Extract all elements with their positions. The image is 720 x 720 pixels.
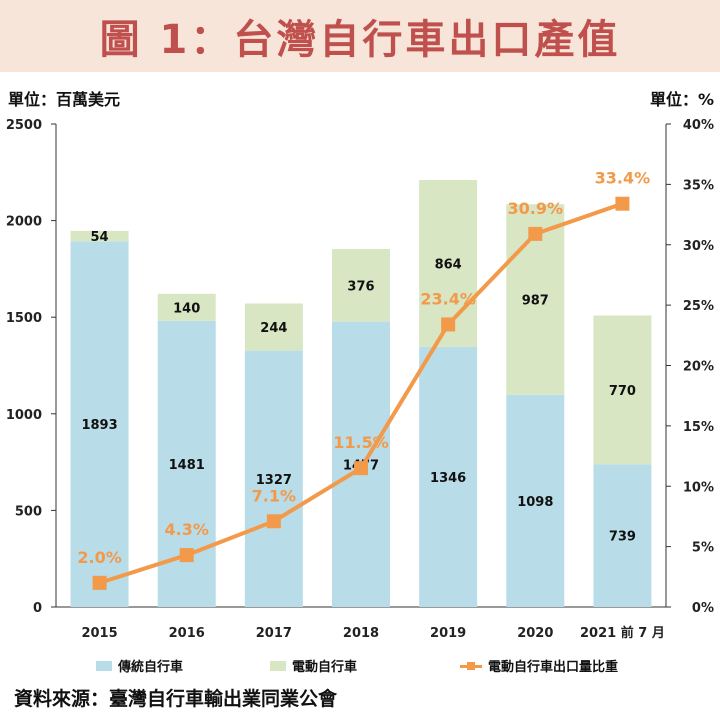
legend-label-share-line: 電動自行車出口量比重 [488, 660, 619, 675]
bar-traditional [70, 241, 129, 607]
x-tick-label: 2015 [81, 626, 117, 641]
bar-electric-value: 244 [260, 321, 287, 336]
y2-tick-label: 15% [683, 420, 714, 435]
bar-electric-value: 864 [435, 257, 462, 272]
legend-item-electric: 電動自行車 [270, 656, 357, 675]
legend-label-traditional: 傳統自行車 [118, 660, 184, 675]
x-tick-label: 2019 [430, 626, 466, 641]
share-point-label: 2.0% [77, 548, 121, 567]
share-point [179, 548, 194, 563]
bar-electric-value: 987 [522, 294, 549, 309]
share-point [266, 514, 281, 529]
legend-item-share-line: 電動自行車出口量比重 [460, 656, 618, 675]
share-point-label: 30.9% [508, 199, 564, 218]
bar-electric [332, 249, 390, 322]
y-tick-label: 500 [15, 504, 42, 519]
share-point-label: 33.4% [595, 169, 651, 188]
bar-traditional-value: 1481 [169, 458, 205, 473]
bar-traditional-value: 1346 [430, 471, 466, 486]
share-point [528, 226, 543, 241]
y2-tick-label: 10% [683, 480, 714, 495]
bar-traditional-value: 739 [609, 530, 636, 545]
right-axis-unit: 單位：% [649, 90, 714, 109]
y2-tick-label: 0% [692, 601, 714, 616]
source-note: 資料來源：臺灣自行車輸出業同業公會 [14, 688, 338, 710]
bar-electric [593, 315, 652, 465]
y-tick-label: 1500 [6, 311, 42, 326]
share-point [92, 575, 107, 590]
bar-traditional-value: 1327 [256, 473, 292, 488]
bar-electric-value: 376 [347, 279, 374, 294]
bar-electric-value: 140 [173, 301, 200, 316]
share-point-label: 23.4% [420, 289, 476, 308]
bar-traditional [244, 350, 303, 607]
title-band [0, 0, 720, 72]
legend-swatch-electric [270, 660, 286, 671]
legend-swatch-traditional [96, 660, 112, 671]
y2-tick-label: 20% [683, 360, 714, 375]
share-point [354, 461, 368, 476]
bar-electric-value: 54 [91, 230, 109, 245]
x-tick-label: 2018 [343, 626, 379, 641]
y2-tick-label: 25% [683, 299, 714, 314]
bar-electric-value: 770 [609, 384, 636, 399]
bar-traditional-value: 1098 [517, 495, 553, 510]
bar-traditional [593, 464, 652, 607]
y2-tick-label: 40% [683, 118, 714, 133]
legend-item-traditional: 傳統自行車 [96, 656, 183, 675]
share-point-label: 11.5% [333, 433, 389, 452]
share-point-label: 4.3% [165, 520, 209, 539]
y2-tick-label: 30% [683, 239, 714, 254]
x-tick-label: 2017 [256, 626, 292, 641]
y-tick-label: 2000 [6, 215, 42, 230]
share-point [441, 317, 456, 332]
bar-electric [244, 303, 303, 351]
y-tick-label: 1000 [6, 408, 42, 423]
y2-tick-label: 35% [683, 178, 714, 193]
left-axis-unit: 單位：百萬美元 [8, 90, 121, 109]
bar-electric [70, 230, 129, 242]
legend-label-electric: 電動自行車 [292, 660, 358, 675]
share-point-label: 7.1% [252, 486, 296, 505]
bar-traditional [506, 394, 565, 607]
y-tick-label: 2500 [6, 118, 42, 133]
y2-tick-label: 5% [692, 541, 714, 556]
chart-title: 圖 1：台灣自行車出口產值 [99, 17, 621, 63]
bar-electric [157, 293, 216, 321]
x-tick-label: 2020 [517, 626, 553, 641]
y-tick-label: 0 [33, 601, 42, 616]
x-tick-label: 2021 前 7 月 [580, 625, 665, 641]
bar-traditional-value: 1893 [81, 418, 117, 433]
x-tick-label: 2016 [169, 626, 205, 641]
share-point [615, 196, 630, 211]
bar-traditional [419, 346, 478, 607]
legend-swatch-share-line [460, 661, 482, 671]
